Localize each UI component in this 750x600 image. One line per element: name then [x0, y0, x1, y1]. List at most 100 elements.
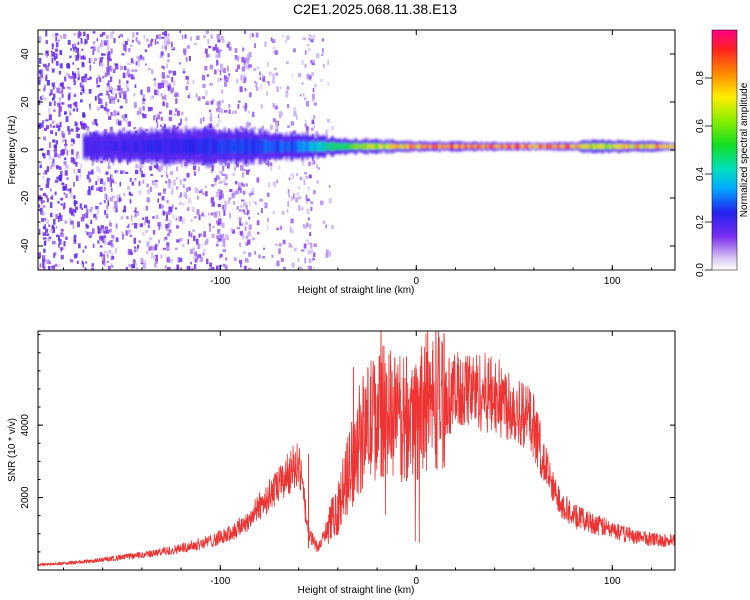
spectrogram-noise-streak: [240, 204, 243, 209]
band-core: [464, 144, 466, 149]
spectrogram-noise-speckle: [82, 262, 85, 268]
band-core: [656, 144, 658, 149]
spectrogram-noise-speckle: [84, 73, 88, 79]
spectrogram-noise-speckle: [233, 191, 237, 196]
spectrogram-noise-streak: [306, 208, 310, 214]
spectrogram-noise-speckle: [59, 63, 63, 69]
spectrogram-noise-streak: [222, 180, 226, 183]
band-core: [288, 141, 291, 152]
band-core: [372, 143, 375, 150]
band-core: [306, 140, 309, 153]
spectrogram-noise-speckle: [52, 125, 56, 128]
spectrogram-noise-speckle: [177, 216, 180, 221]
spectrogram-noise-speckle: [241, 199, 245, 202]
spectrogram-noise-speckle: [46, 150, 50, 156]
spectrogram-noise-streak: [163, 190, 166, 195]
spectrogram-noise-speckle: [205, 185, 207, 188]
band-core: [533, 144, 535, 149]
spectrogram-noise-streak: [312, 87, 315, 92]
spectrogram-noise-speckle: [56, 234, 60, 237]
spectrogram-noise-streak: [165, 45, 167, 51]
spectrogram-noise-speckle: [276, 121, 279, 128]
spectrogram-noise-speckle: [126, 230, 128, 236]
spectrogram-noise-speckle: [115, 118, 120, 124]
band-core: [573, 144, 576, 149]
spectrogram-noise-speckle: [270, 166, 273, 171]
spectrogram-noise-speckle: [331, 225, 334, 229]
spectrogram-noise-speckle: [114, 64, 119, 70]
band-core: [389, 144, 391, 149]
spectrogram-noise-speckle: [172, 70, 177, 76]
spectrogram-noise-speckle: [288, 193, 291, 198]
spectrogram-noise-streak: [243, 77, 247, 83]
spectrogram-noise-streak: [166, 41, 171, 45]
band-core: [120, 139, 123, 154]
spectrogram-noise-speckle: [123, 193, 126, 197]
spectrogram-noise-speckle: [239, 242, 242, 247]
spectrogram-xtick-label: -100: [210, 276, 230, 287]
band-core: [93, 139, 96, 153]
spectrogram-noise-speckle: [315, 131, 318, 137]
spectrogram-noise-speckle: [127, 121, 131, 127]
spectrogram-noise-streak: [216, 210, 219, 214]
spectrogram-noise-speckle: [46, 233, 50, 236]
band-core: [293, 141, 295, 152]
spectrogram-noise-speckle: [206, 258, 209, 265]
spectrogram-noise-speckle: [293, 130, 297, 135]
spectrogram-noise-speckle: [65, 139, 67, 145]
spectrogram-noise-speckle: [131, 181, 134, 186]
band-core: [378, 144, 381, 149]
spectrogram-noise-streak: [217, 221, 221, 226]
spectrogram-noise-speckle: [252, 201, 257, 204]
spectrogram-noise-speckle: [160, 164, 163, 171]
spectrogram-noise-speckle: [136, 32, 139, 36]
spectrogram-noise-speckle: [51, 97, 55, 101]
spectrogram-noise-speckle: [233, 201, 235, 205]
spectrogram-noise-streak: [303, 179, 306, 185]
band-core: [425, 144, 427, 149]
spectrogram-noise-speckle: [181, 218, 185, 224]
spectrogram-noise-speckle: [112, 238, 115, 242]
band-core: [599, 143, 601, 149]
spectrogram-noise-speckle: [45, 195, 48, 198]
spectrogram-noise-streak: [304, 64, 307, 68]
spectrogram-noise-streak: [107, 177, 110, 182]
spectrogram-noise-speckle: [136, 111, 140, 115]
band-core: [404, 143, 406, 149]
spectrogram-noise-speckle: [58, 174, 62, 181]
spectrogram-noise-streak: [160, 83, 164, 89]
spectrogram-noise-speckle: [182, 202, 185, 206]
spectrogram-noise-speckle: [77, 41, 80, 46]
spectrogram-noise-speckle: [132, 264, 136, 269]
spectrogram-noise-speckle: [179, 30, 182, 34]
spectrogram-noise-speckle: [154, 81, 157, 87]
spectrogram-noise-speckle: [153, 165, 157, 169]
spectrogram-noise-speckle: [108, 161, 110, 168]
spectrogram-noise-speckle: [43, 265, 46, 270]
spectrogram-noise-speckle: [45, 76, 48, 82]
band-core: [299, 141, 301, 152]
spectrogram-noise-speckle: [55, 214, 59, 219]
spectrogram-noise-speckle: [313, 102, 318, 106]
spectrogram-noise-streak: [239, 126, 243, 131]
spectrogram-noise-speckle: [301, 59, 304, 65]
spectrogram-noise-streak: [312, 93, 315, 100]
band-core: [489, 144, 492, 149]
spectrogram-noise-speckle: [176, 225, 179, 229]
spectrogram-noise-speckle: [166, 245, 170, 251]
spectrogram-noise-speckle: [109, 86, 113, 90]
spectrogram-noise-speckle: [131, 39, 134, 43]
spectrogram-noise-speckle: [185, 85, 189, 91]
spectrogram-noise-speckle: [157, 82, 162, 89]
band-core: [585, 144, 588, 149]
band-core: [300, 141, 303, 151]
spectrogram-noise-speckle: [68, 74, 71, 79]
band-core: [495, 144, 498, 149]
spectrogram-noise-speckle: [243, 62, 246, 68]
spectrogram-noise-speckle: [66, 86, 70, 89]
spectrogram-noise-speckle: [52, 158, 55, 164]
spectrogram-noise-speckle: [281, 33, 284, 38]
spectrogram-noise-speckle: [157, 165, 160, 171]
spectrogram-noise-streak: [160, 51, 164, 56]
spectrogram-noise-speckle: [212, 46, 216, 51]
